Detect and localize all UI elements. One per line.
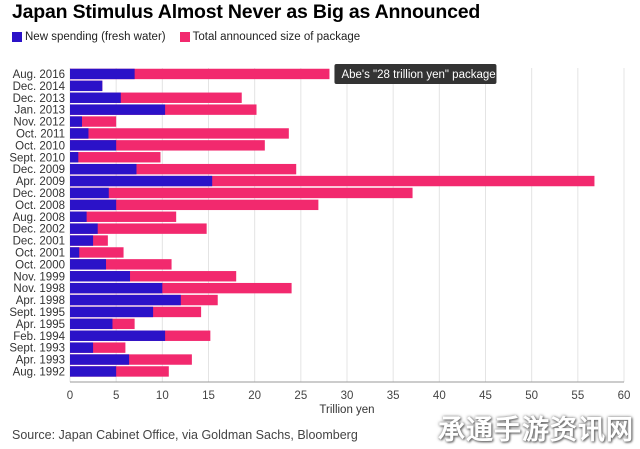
- x-tick-label-5: 5: [113, 390, 119, 402]
- bar-total-4: [70, 116, 117, 127]
- bar-new-spending-11: [70, 199, 117, 211]
- bar-total-16: [70, 259, 172, 270]
- y-category-label-2: Dec. 2013: [13, 93, 65, 105]
- y-category-label-1: Dec. 2014: [13, 81, 66, 93]
- y-category-label-14: Dec. 2001: [13, 236, 65, 248]
- bar-new-spending-15: [70, 247, 80, 258]
- bar-new-spending-0: [70, 68, 135, 80]
- bar-new-spending-24: [70, 354, 130, 365]
- bar-total-25: [70, 366, 169, 377]
- y-category-label-5: Oct. 2011: [16, 128, 65, 140]
- x-tick-label-60: 60: [618, 390, 631, 402]
- legend-label-new-spending: New spending (fresh water): [25, 31, 166, 43]
- legend-item-new-spending: New spending (fresh water): [12, 31, 166, 43]
- bar-total-18: [70, 282, 292, 294]
- bar-new-spending-22: [70, 330, 166, 341]
- y-category-label-16: Oct. 2000: [15, 259, 65, 271]
- bar-total-17: [70, 271, 237, 282]
- bar-total-7: [70, 152, 161, 163]
- legend: New spending (fresh water) Total announc…: [12, 31, 374, 43]
- bar-new-spending-19: [70, 294, 181, 306]
- y-category-label-24: Apr. 1993: [16, 355, 65, 367]
- bar-total-13: [70, 223, 207, 234]
- x-tick-label-25: 25: [294, 390, 307, 402]
- y-category-label-17: Nov. 1999: [13, 271, 65, 283]
- bar-new-spending-17: [70, 271, 131, 282]
- y-category-label-6: Oct. 2010: [15, 140, 65, 152]
- bar-total-24: [70, 354, 192, 365]
- bar-new-spending-9: [70, 175, 213, 187]
- bar-new-spending-1: [70, 80, 103, 92]
- bar-total-8: [70, 163, 297, 175]
- y-category-label-15: Oct. 2001: [15, 247, 65, 259]
- x-tick-label-45: 45: [479, 390, 492, 402]
- y-category-label-19: Apr. 1998: [16, 295, 65, 307]
- x-axis-label: Trillion yen: [319, 404, 374, 416]
- x-tick-label-50: 50: [525, 390, 538, 402]
- y-category-label-13: Dec. 2002: [13, 224, 65, 236]
- bar-new-spending-3: [70, 104, 166, 115]
- bar-total-0: [70, 68, 330, 80]
- bar-new-spending-4: [70, 116, 83, 127]
- bar-total-12: [70, 211, 177, 222]
- bar-new-spending-7: [70, 152, 79, 163]
- y-category-label-0: Aug. 2016: [13, 69, 65, 81]
- y-category-label-18: Nov. 1998: [13, 283, 65, 295]
- bar-new-spending-5: [70, 128, 89, 139]
- watermark: 承通手游资讯网: [438, 415, 634, 445]
- y-category-label-12: Aug. 2008: [13, 212, 65, 224]
- x-tick-label-40: 40: [433, 390, 446, 402]
- chart-title: Japan Stimulus Almost Never as Big as An…: [12, 1, 481, 23]
- bar-new-spending-10: [70, 187, 109, 199]
- bar-total-6: [70, 140, 265, 151]
- bar-new-spending-25: [70, 366, 117, 377]
- y-category-label-9: Apr. 2009: [16, 176, 65, 188]
- bar-new-spending-16: [70, 259, 107, 270]
- bar-total-2: [70, 92, 242, 103]
- bar-new-spending-21: [70, 318, 113, 330]
- legend-swatch-new-spending: [12, 32, 22, 42]
- x-tick-label-15: 15: [202, 390, 215, 402]
- bar-new-spending-6: [70, 140, 117, 151]
- bar-total-5: [70, 128, 289, 139]
- annotation-box-0: [334, 63, 497, 84]
- y-category-label-22: Feb. 1994: [13, 331, 65, 343]
- y-category-label-11: Oct. 2008: [15, 200, 65, 212]
- x-tick-label-0: 0: [67, 390, 73, 402]
- y-category-label-20: Sept. 1995: [9, 307, 65, 319]
- bar-total-9: [70, 175, 595, 187]
- x-tick-label-10: 10: [156, 390, 169, 402]
- y-category-label-23: Sept. 1993: [9, 343, 65, 355]
- y-category-label-7: Sept. 2010: [9, 152, 65, 164]
- bar-new-spending-2: [70, 92, 121, 103]
- x-tick-label-55: 55: [571, 390, 584, 402]
- x-tick-label-30: 30: [341, 390, 354, 402]
- y-category-label-25: Aug. 1992: [13, 366, 65, 378]
- legend-swatch-total: [179, 32, 190, 42]
- bar-new-spending-8: [70, 163, 137, 175]
- y-category-label-4: Nov. 2012: [13, 117, 65, 129]
- bar-new-spending-12: [70, 211, 87, 222]
- x-tick-label-20: 20: [248, 390, 261, 402]
- bar-new-spending-14: [70, 235, 94, 246]
- y-category-label-3: Jan. 2013: [14, 105, 65, 117]
- legend-item-total: Total announced size of package: [179, 31, 361, 43]
- bar-total-23: [70, 342, 126, 353]
- source-note: Source: Japan Cabinet Office, via Goldma…: [12, 428, 358, 442]
- y-category-label-10: Dec. 2008: [13, 188, 65, 200]
- legend-label-total: Total announced size of package: [192, 31, 361, 43]
- y-category-label-8: Dec. 2009: [13, 164, 65, 176]
- bar-total-11: [70, 199, 319, 211]
- bar-new-spending-20: [70, 306, 154, 318]
- bar-total-15: [70, 247, 124, 258]
- bar-new-spending-23: [70, 342, 94, 353]
- y-category-label-21: Apr. 1995: [16, 319, 65, 331]
- annotation-text-0: Abe's "28 trillion yen" package: [341, 69, 495, 81]
- bar-total-10: [70, 187, 413, 199]
- bar-new-spending-13: [70, 223, 98, 234]
- bar-new-spending-18: [70, 282, 163, 294]
- x-tick-label-35: 35: [387, 390, 400, 402]
